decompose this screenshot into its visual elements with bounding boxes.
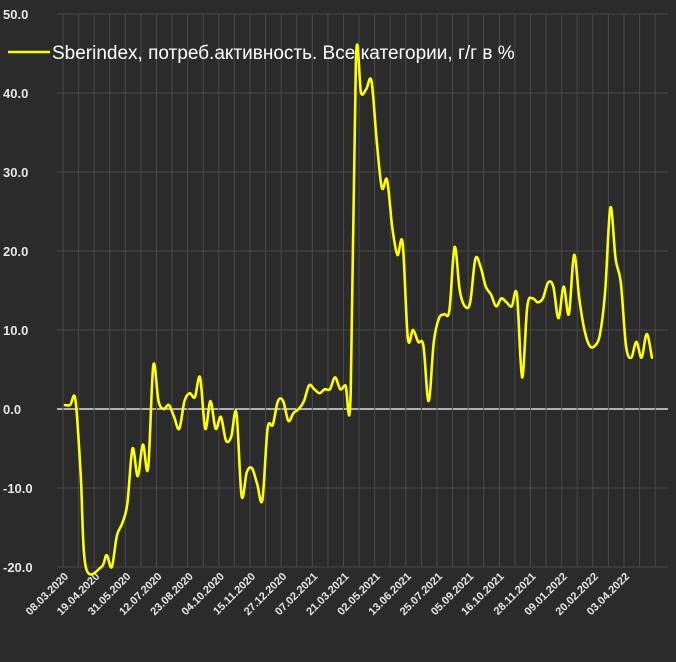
series-line-sberindex bbox=[63, 43, 654, 576]
legend-label: Sberindex, потреб.активность. Все катего… bbox=[52, 43, 515, 64]
y-axis-labels: -20.0 -10.0 0.0 10.0 20.0 30.0 40.0 50.0 bbox=[3, 7, 33, 575]
y-tick-label: 50.0 bbox=[3, 7, 28, 22]
y-tick-label: -10.0 bbox=[3, 481, 33, 496]
y-tick-label: 0.0 bbox=[3, 402, 21, 417]
gridlines bbox=[57, 13, 668, 568]
legend: Sberindex, потреб.активность. Все катего… bbox=[8, 43, 515, 64]
y-tick-label: 30.0 bbox=[3, 165, 28, 180]
y-tick-label: 10.0 bbox=[3, 323, 28, 338]
y-tick-label: 40.0 bbox=[3, 86, 28, 101]
y-tick-label: -20.0 bbox=[3, 560, 33, 575]
y-tick-label: 20.0 bbox=[3, 244, 28, 259]
